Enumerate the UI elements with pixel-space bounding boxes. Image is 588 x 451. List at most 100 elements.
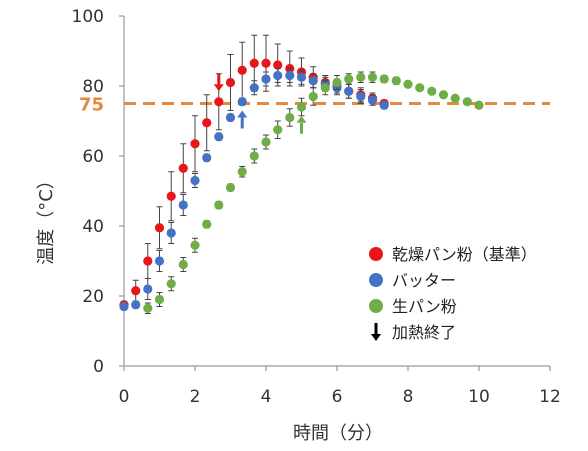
data-point	[178, 200, 188, 210]
y-tick-label: 40	[82, 217, 104, 237]
y-axis-title: 温度（°C）	[36, 171, 57, 265]
data-point	[190, 139, 200, 149]
data-point	[379, 100, 389, 110]
data-point	[356, 91, 366, 102]
legend-item: 加熱終了	[371, 323, 456, 342]
heating-end-marker	[237, 110, 248, 129]
legend-label: 生パン粉	[392, 297, 457, 316]
data-point	[178, 259, 188, 270]
x-tick-label: 8	[403, 387, 414, 407]
y-tick-label: 0	[93, 357, 104, 377]
data-point	[308, 91, 318, 102]
data-point	[237, 167, 247, 177]
data-point	[285, 70, 295, 81]
data-point	[249, 58, 259, 68]
data-point	[143, 284, 153, 294]
data-point	[143, 303, 153, 313]
y-tick-label: 60	[82, 147, 104, 167]
data-point	[296, 72, 307, 82]
data-point	[190, 175, 200, 186]
data-point	[320, 83, 330, 93]
x-axis-title: 時間（分）	[293, 423, 383, 444]
y-tick-label: 80	[82, 77, 104, 97]
y-tick-label: 20	[82, 287, 104, 307]
data-point	[332, 77, 342, 88]
data-point	[308, 76, 318, 86]
data-point	[166, 279, 176, 289]
data-point	[143, 256, 153, 266]
data-point	[214, 132, 224, 142]
arrow-head	[371, 334, 381, 341]
x-tick-label: 0	[119, 387, 130, 407]
x-tick-label: 12	[539, 387, 561, 407]
data-point	[344, 74, 354, 84]
legend-label: 乾燥パン粉（基準）	[392, 245, 537, 264]
data-point	[237, 65, 247, 75]
legend-arrow-icon	[371, 323, 381, 341]
arrow-head	[237, 110, 248, 118]
heating-end-marker	[296, 115, 307, 134]
data-point	[438, 90, 449, 100]
legend-symbol	[369, 273, 383, 287]
legend-item: 生パン粉	[369, 297, 457, 316]
series-3	[143, 71, 484, 314]
data-point	[202, 219, 212, 229]
legend-item: バッター	[369, 271, 456, 290]
data-point	[154, 223, 165, 233]
data-point	[356, 72, 366, 82]
data-point	[190, 240, 200, 250]
legend-label: 加熱終了	[392, 323, 456, 342]
legend-symbol	[369, 247, 383, 261]
data-point	[131, 286, 141, 296]
data-point	[166, 191, 176, 201]
data-point	[225, 77, 236, 88]
data-point	[166, 228, 176, 238]
data-point	[261, 74, 271, 84]
arrow-head	[213, 84, 224, 92]
data-point	[367, 95, 378, 105]
data-point	[261, 137, 271, 147]
data-point	[344, 86, 354, 96]
data-point	[154, 256, 165, 266]
x-tick-label: 4	[261, 387, 272, 407]
x-tick-label: 10	[468, 387, 490, 407]
legend-label: バッター	[392, 271, 456, 290]
data-point	[462, 97, 472, 107]
heating-end-marker	[213, 73, 224, 92]
data-point	[214, 97, 224, 107]
data-point	[273, 70, 283, 81]
data-point	[273, 60, 283, 70]
data-point	[237, 97, 247, 107]
data-point	[367, 72, 378, 82]
data-point	[178, 163, 188, 173]
data-point	[285, 112, 295, 123]
x-tick-label: 2	[190, 387, 201, 407]
reference-line-label: 75	[79, 95, 104, 116]
data-point	[249, 151, 259, 161]
data-point	[296, 102, 307, 112]
data-point	[450, 93, 460, 103]
data-point	[249, 83, 259, 93]
data-point	[379, 74, 389, 84]
plot-area: 0 20 40 60 80 100 0 2 4 6 8 10 12 75	[72, 7, 561, 407]
data-point	[225, 112, 236, 123]
data-point	[131, 300, 141, 310]
legend-symbol	[369, 299, 383, 313]
data-point	[202, 118, 212, 128]
data-point	[119, 301, 129, 312]
data-point	[415, 83, 425, 93]
data-point	[214, 200, 224, 210]
data-point	[154, 294, 165, 305]
data-point	[474, 100, 484, 110]
data-point	[273, 125, 283, 135]
data-point	[202, 153, 212, 163]
arrow-head	[296, 115, 307, 123]
data-point	[391, 76, 401, 86]
x-tick-label: 6	[332, 387, 343, 407]
data-point	[225, 182, 236, 193]
data-point	[427, 86, 437, 96]
y-tick-label: 100	[72, 7, 104, 27]
data-point	[403, 79, 413, 89]
